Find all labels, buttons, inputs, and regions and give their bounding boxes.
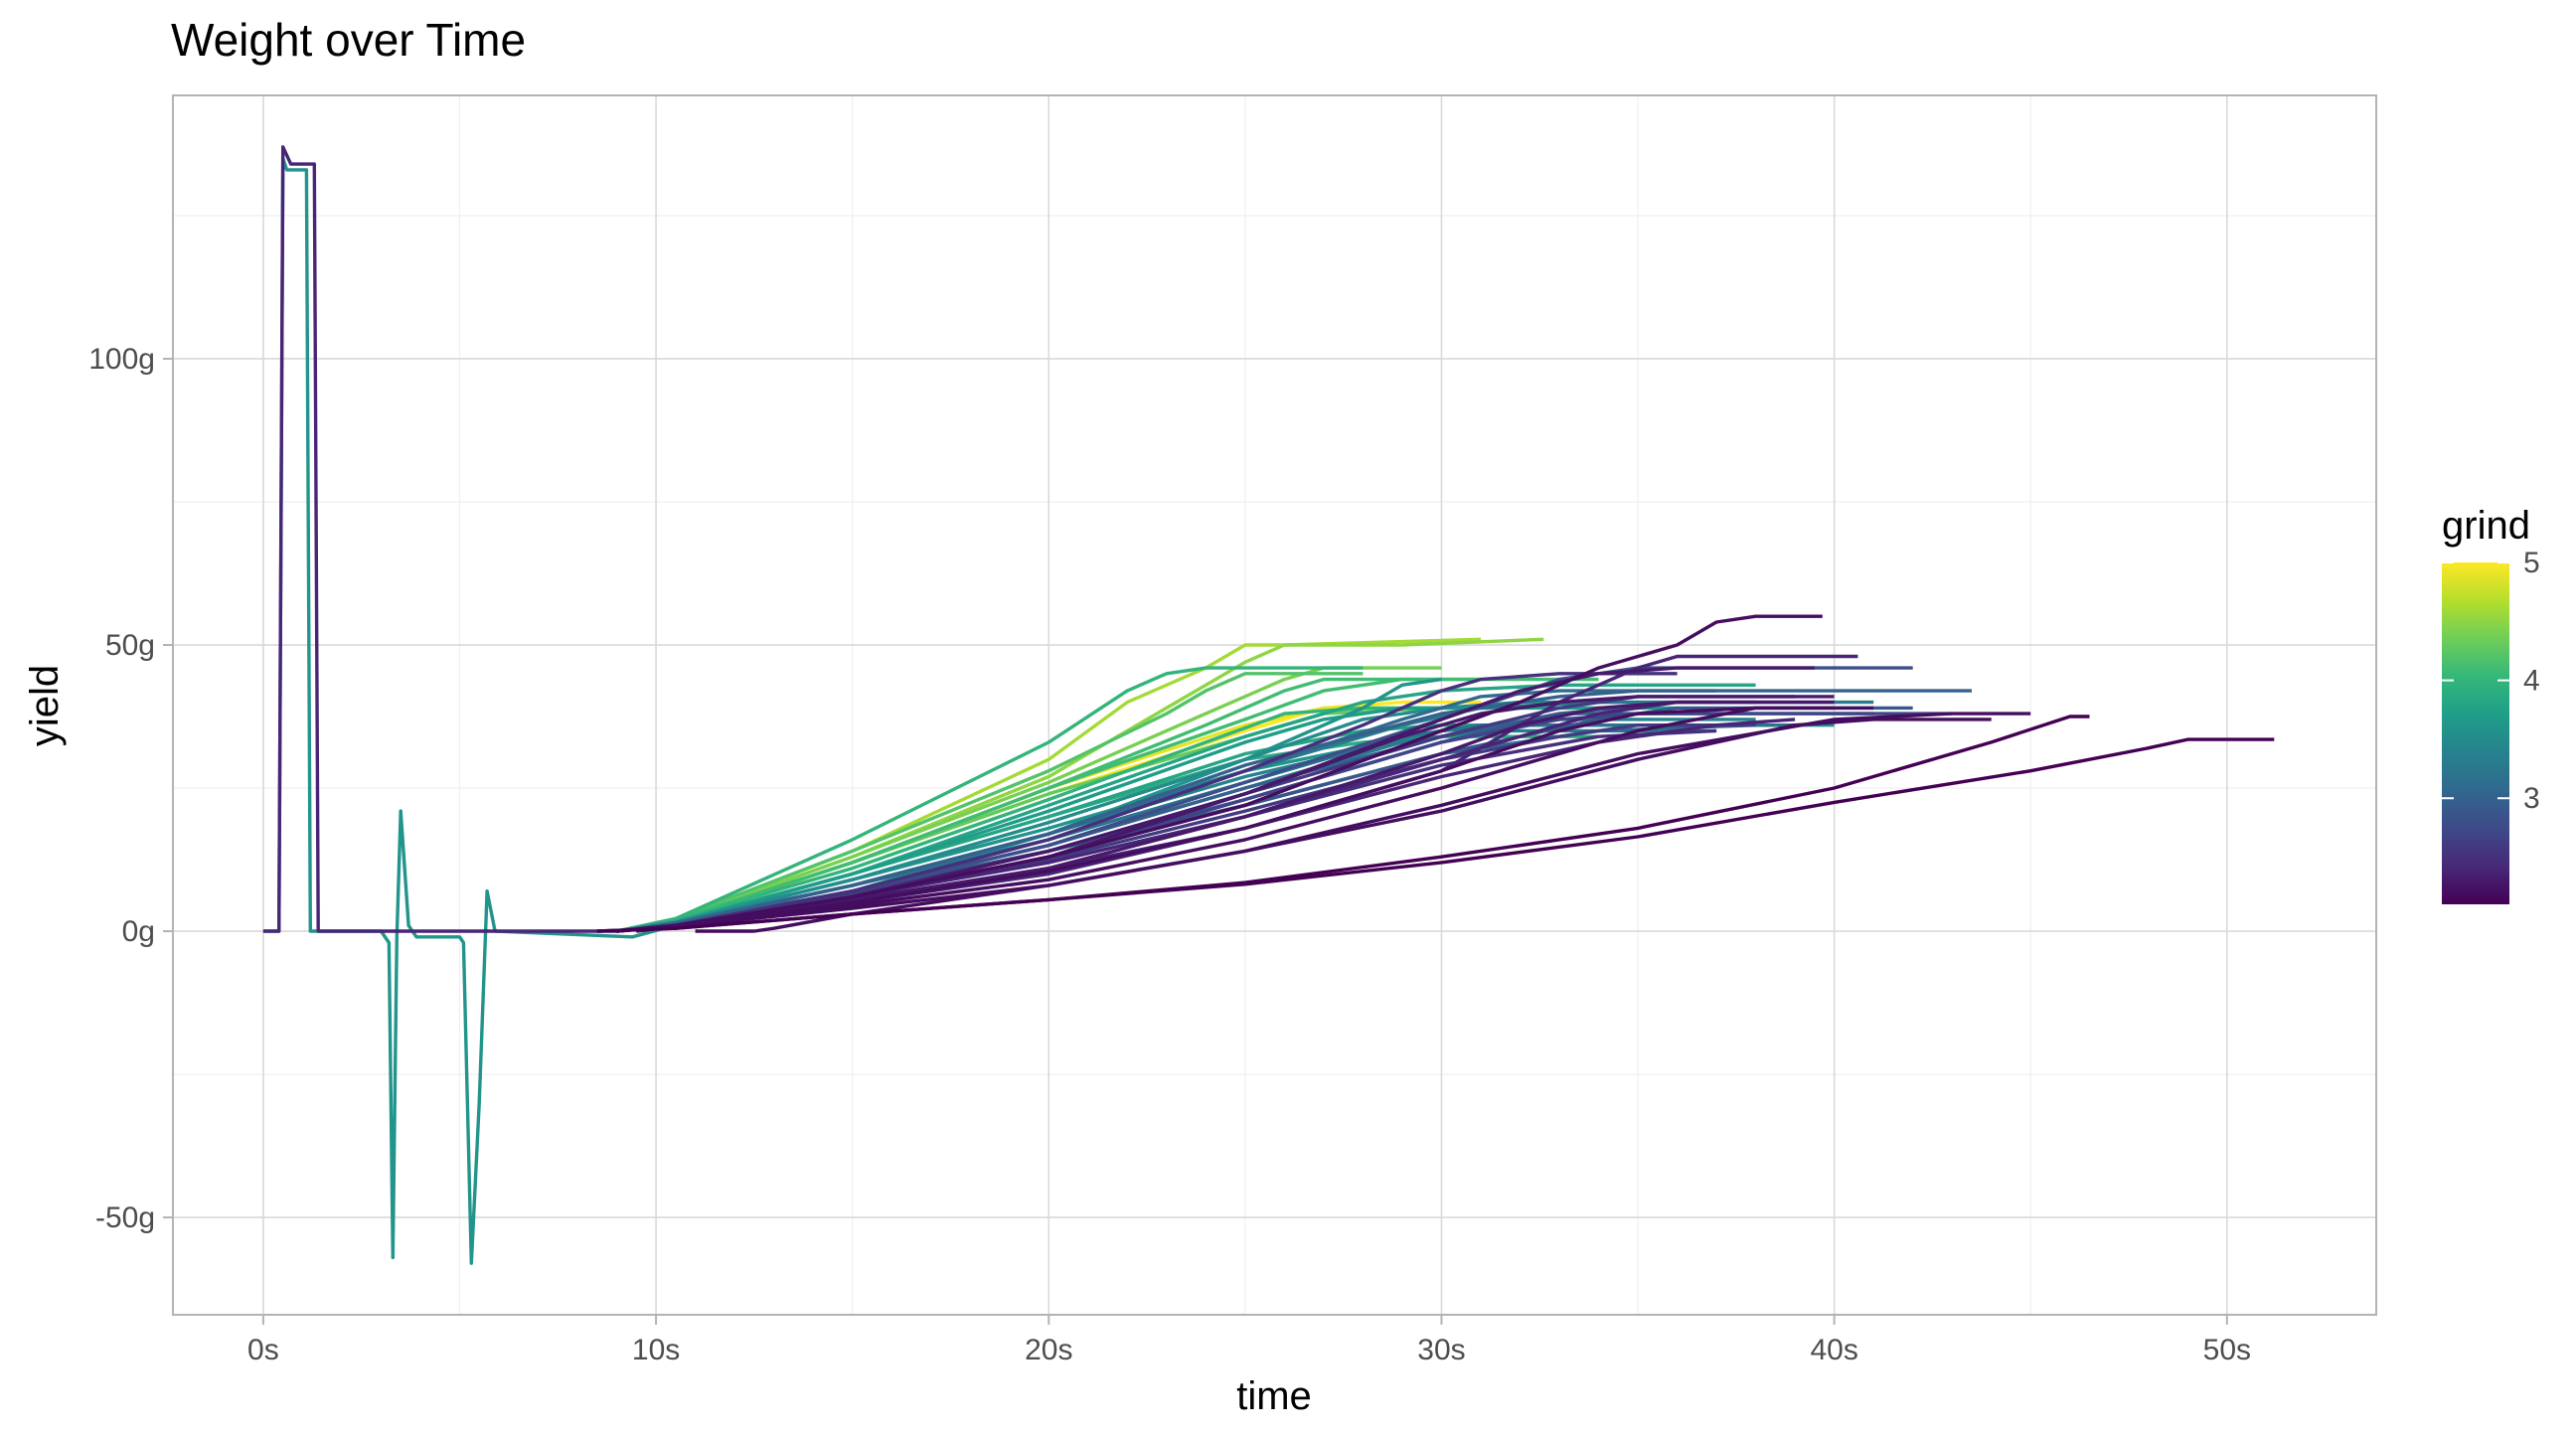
chart-title: Weight over Time [171, 14, 526, 66]
panel-border [172, 94, 2377, 1316]
series-line [636, 706, 1835, 933]
legend-colorbar [2442, 562, 2509, 904]
series-line [616, 666, 1364, 933]
x-axis-title: time [1236, 1374, 1312, 1418]
series-line [616, 672, 1364, 933]
x-tick-label: 20s [1025, 1334, 1072, 1366]
legend-title: grind [2442, 504, 2530, 548]
y-tick-label: 100g [88, 343, 155, 376]
x-tick-label: 30s [1417, 1334, 1465, 1366]
series-line [616, 614, 1823, 933]
x-tick-label: 0s [247, 1334, 279, 1366]
series-line [262, 156, 1442, 1265]
series-line [616, 700, 1717, 933]
y-axis-title: yield [23, 665, 67, 746]
x-tick-label: 40s [1810, 1334, 1857, 1366]
x-tick-label: 10s [632, 1334, 680, 1366]
series-line [616, 706, 1521, 933]
x-tick-label: 50s [2203, 1334, 2251, 1366]
legend-tick-label: 5 [2523, 547, 2540, 579]
series-line [616, 672, 1678, 933]
y-tick-label: 0g [122, 915, 155, 948]
series-group [262, 145, 2275, 1265]
series-line [596, 737, 2275, 933]
series-line [695, 718, 1992, 933]
y-tick-label: 50g [105, 629, 155, 662]
series-line [616, 689, 1972, 933]
legend-tick-label: 4 [2523, 665, 2540, 698]
legend-tick-label: 3 [2523, 782, 2540, 815]
y-tick-label: -50g [95, 1201, 155, 1234]
series-line [262, 145, 1858, 933]
